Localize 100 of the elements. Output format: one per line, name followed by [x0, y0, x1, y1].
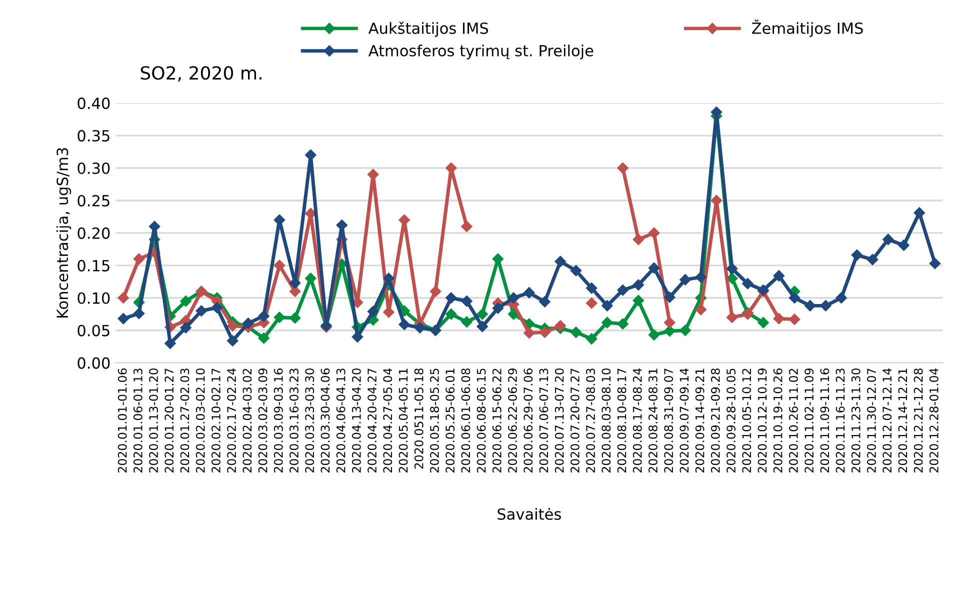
point — [788, 292, 800, 304]
y-tick-label: 0.05 — [78, 324, 110, 336]
x-tick-label: 2020.06.08-06.15 — [476, 368, 486, 472]
point — [133, 308, 145, 320]
x-tick-label: 2020.07.27-08.03 — [586, 368, 596, 472]
point — [664, 292, 676, 303]
x-tick-label: 2020.08.17-08.24 — [632, 368, 642, 472]
y-tick-label: 0.35 — [78, 130, 110, 142]
point — [133, 253, 145, 265]
point — [258, 332, 270, 344]
point — [742, 278, 754, 290]
point — [227, 335, 238, 346]
point — [524, 327, 535, 339]
x-tick-label: 2020.10.19-10.26 — [773, 368, 782, 472]
y-tick-label: 0.10 — [78, 292, 110, 304]
point — [695, 272, 706, 283]
point — [773, 313, 784, 324]
y-tick-label: 0.30 — [78, 162, 110, 174]
point — [570, 265, 582, 276]
x-tick-label: 2020.04.13-04.20 — [352, 368, 361, 472]
x-tick-label: 2020.09.21-09.28 — [710, 368, 720, 472]
point — [274, 260, 286, 272]
x-tick-label: 2020.02.10-02.17 — [212, 368, 220, 472]
point — [539, 326, 550, 338]
x-tick-label: 2020.09.07-09.14 — [680, 368, 689, 472]
point — [367, 306, 379, 318]
y-tick-label: 0.00 — [78, 357, 110, 369]
legend-label: Žemaitijos IMS — [752, 20, 863, 37]
x-tick-label: 2020.08.31-09.07 — [664, 368, 674, 472]
point — [508, 292, 520, 304]
point — [648, 262, 660, 274]
x-tick-label: 2020.11.23-11.30 — [851, 368, 860, 472]
x-tick-label: 2020.11.09-11.16 — [820, 368, 830, 472]
point — [632, 234, 644, 246]
x-tick-label: 2020.11.02-11.09 — [804, 368, 814, 472]
point — [820, 300, 832, 312]
point — [586, 333, 598, 344]
point — [914, 207, 925, 218]
point — [524, 287, 535, 298]
x-tick-label: 2020.02.03-02.10 — [196, 368, 205, 472]
x-tick-label: 2020.10.12-10.19 — [758, 368, 767, 472]
point — [851, 249, 863, 261]
point — [430, 286, 442, 297]
point — [274, 312, 286, 323]
point — [617, 162, 628, 174]
x-tick-label: 2020.10.26-11.02 — [789, 368, 798, 472]
point — [632, 279, 644, 291]
x-tick-label: 2020.09.14-09.21 — [695, 368, 704, 472]
point — [492, 302, 504, 314]
x-tick-label: 2020.03.30-04.06 — [320, 368, 330, 472]
x-tick-label: 2020.10.05-10.12 — [742, 368, 752, 472]
point — [554, 320, 566, 332]
x-tick-label: 2020.07.06-07.13 — [539, 368, 548, 472]
x-tick-label: 2020.02.17-02.24 — [227, 368, 236, 472]
point — [118, 313, 129, 324]
point — [180, 296, 192, 307]
point — [726, 263, 738, 274]
y-tick-label: 0.25 — [78, 194, 110, 206]
point — [632, 294, 644, 306]
x-tick-label: 2020.01.13-01.20 — [149, 368, 158, 472]
point — [788, 314, 800, 325]
point — [554, 256, 566, 268]
point — [804, 300, 816, 312]
x-tick-label: 2020.07.13-07.20 — [554, 368, 564, 472]
x-tick-label: 2020.06.15-06.22 — [492, 368, 502, 472]
point — [476, 308, 488, 320]
point — [882, 234, 894, 246]
point — [398, 318, 410, 330]
point — [680, 324, 691, 336]
x-tick-label: 2020.03.09-03.16 — [274, 368, 283, 472]
point — [836, 292, 847, 304]
x-tick-label: 2020.03.02-03.09 — [258, 368, 268, 472]
x-tick-label: 2020.06.29-07.06 — [524, 368, 533, 472]
x-tick-label: 2020.04.06-04.13 — [336, 368, 346, 472]
x-tick-label: 2020.12.14-12.21 — [898, 368, 908, 472]
point — [118, 292, 129, 304]
point — [602, 316, 613, 328]
point — [446, 292, 457, 304]
x-tick-label: 2020.11.30-12.07 — [867, 368, 876, 472]
point — [164, 338, 176, 349]
point — [227, 320, 238, 332]
x-tick-label: 2020.01.01-01.06 — [118, 368, 127, 472]
point — [383, 272, 394, 284]
point — [617, 318, 628, 330]
point — [898, 240, 910, 251]
y-tick-label: 0.15 — [78, 260, 110, 272]
point — [617, 284, 628, 296]
x-tick-label: 2020.12.07-12.14 — [882, 368, 892, 472]
point — [695, 304, 706, 316]
x-tick-label: 2020.09.28-10.05 — [726, 368, 736, 472]
point — [648, 329, 660, 341]
y-tick-label: 0.40 — [78, 98, 110, 110]
point — [929, 258, 941, 270]
x-tick-label: 2020.03.23-03.30 — [305, 368, 314, 472]
x-tick-label: 2020.08.03-08.10 — [602, 368, 611, 472]
point — [664, 325, 676, 337]
point — [305, 272, 316, 284]
point — [648, 227, 660, 239]
point — [461, 296, 472, 307]
point — [414, 322, 426, 334]
